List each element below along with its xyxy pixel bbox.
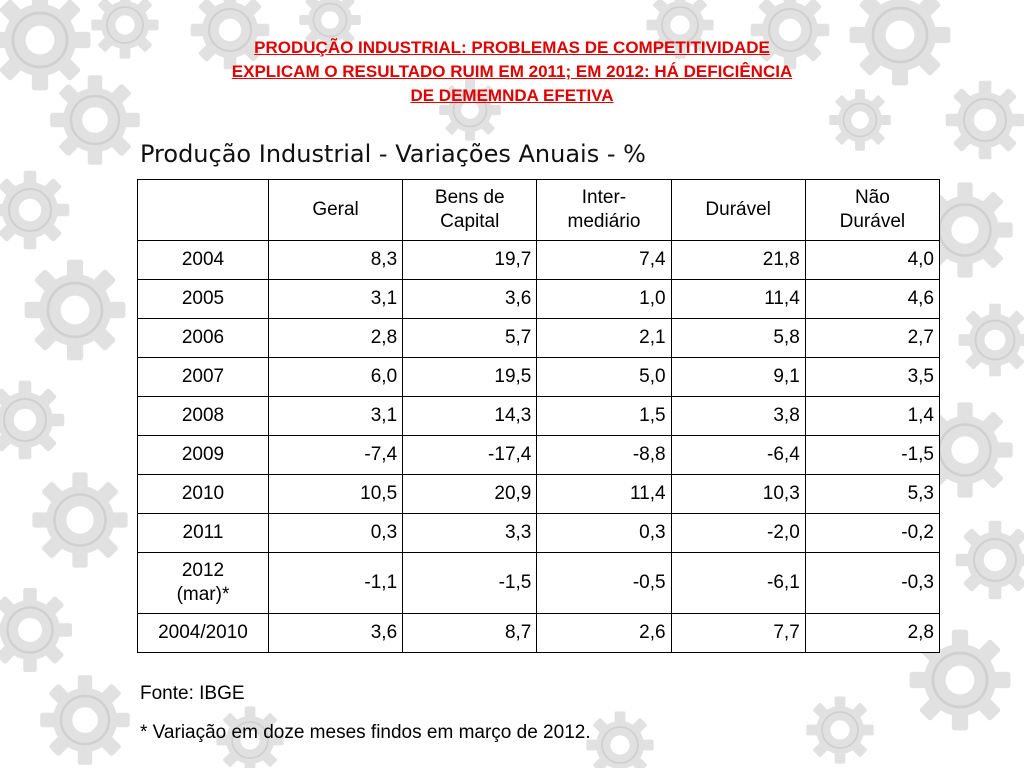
row-year: 2006: [137, 318, 269, 358]
row-year: 2008: [137, 396, 269, 436]
cell-geral: 2,8: [267, 318, 404, 358]
cell-duravel: -6,1: [670, 552, 806, 614]
table-row: 2011 0,3 3,3 0,3 -2,0 -0,2: [137, 513, 941, 553]
cell-geral: -7,4: [267, 435, 404, 475]
source-note: Fonte: IBGE: [140, 683, 245, 704]
cell-nao-duravel: 5,3: [804, 474, 941, 514]
table-row: 2010 10,5 20,9 11,4 10,3 5,3: [137, 474, 941, 514]
footnote: * Variação em doze meses findos em março…: [140, 722, 591, 743]
row-year: 2005: [137, 279, 269, 319]
cell-intermediario: -8,8: [536, 435, 672, 475]
cell-duravel: 11,4: [670, 279, 806, 319]
cell-nao-duravel: 4,0: [804, 240, 941, 280]
cell-geral: 10,5: [267, 474, 404, 514]
header-intermediario: Inter-mediário: [536, 179, 672, 241]
table-title: Produção Industrial - Variações Anuais -…: [140, 140, 646, 168]
row-year: 2004: [137, 240, 269, 280]
cell-intermediario: -0,5: [536, 552, 672, 614]
cell-nao-duravel: -0,2: [804, 513, 941, 553]
cell-duravel: 9,1: [670, 357, 806, 397]
cell-intermediario: 2,1: [536, 318, 672, 358]
cell-nao-duravel: -0,3: [804, 552, 941, 614]
cell-intermediario: 1,0: [536, 279, 672, 319]
industrial-production-table: Geral Bens de Capital Inter-mediário Durá…: [137, 179, 941, 653]
table-row: 2004/2010 3,6 8,7 2,6 7,7 2,8: [137, 613, 941, 653]
table-row: 2007 6,0 19,5 5,0 9,1 3,5: [137, 357, 941, 397]
cell-duravel: 21,8: [670, 240, 806, 280]
table-row: 2005 3,1 3,6 1,0 11,4 4,6: [137, 279, 941, 319]
table-row: 2006 2,8 5,7 2,1 5,8 2,7: [137, 318, 941, 358]
cell-nao-duravel: 2,8: [804, 613, 941, 653]
cell-intermediario: 0,3: [536, 513, 672, 553]
cell-intermediario: 1,5: [536, 396, 672, 436]
cell-bens-de-capital: 14,3: [402, 396, 538, 436]
cell-duravel: 7,7: [670, 613, 806, 653]
headline-line-3: DE DEMEMNDA EFETIVA: [410, 86, 614, 105]
cell-bens-de-capital: -1,5: [402, 552, 538, 614]
headline: PRODUÇÃO INDUSTRIAL: PROBLEMAS DE COMPET…: [110, 36, 914, 108]
table-row: 2008 3,1 14,3 1,5 3,8 1,4: [137, 396, 941, 436]
header-geral: Geral: [267, 179, 404, 241]
row-year: 2009: [137, 435, 269, 475]
header-nao-duravel: Não Durável: [804, 179, 941, 241]
cell-bens-de-capital: -17,4: [402, 435, 538, 475]
row-year: 2011: [137, 513, 269, 553]
cell-bens-de-capital: 3,3: [402, 513, 538, 553]
cell-bens-de-capital: 19,5: [402, 357, 538, 397]
table-row: 2004 8,3 19,7 7,4 21,8 4,0: [137, 240, 941, 280]
cell-nao-duravel: -1,5: [804, 435, 941, 475]
cell-intermediario: 11,4: [536, 474, 672, 514]
cell-nao-duravel: 4,6: [804, 279, 941, 319]
headline-line-2: EXPLICAM O RESULTADO RUIM EM 2011; EM 20…: [231, 62, 793, 81]
header-blank: [137, 179, 269, 241]
cell-intermediario: 7,4: [536, 240, 672, 280]
cell-intermediario: 5,0: [536, 357, 672, 397]
cell-duravel: 3,8: [670, 396, 806, 436]
cell-geral: -1,1: [267, 552, 404, 614]
header-duravel: Durável: [670, 179, 806, 241]
cell-intermediario: 2,6: [536, 613, 672, 653]
header-bens-de-capital: Bens de Capital: [402, 179, 538, 241]
headline-line-1: PRODUÇÃO INDUSTRIAL: PROBLEMAS DE COMPET…: [254, 38, 770, 57]
cell-nao-duravel: 2,7: [804, 318, 941, 358]
cell-nao-duravel: 3,5: [804, 357, 941, 397]
table-row: 2009 -7,4 -17,4 -8,8 -6,4 -1,5: [137, 435, 941, 475]
cell-geral: 3,6: [267, 613, 404, 653]
cell-bens-de-capital: 3,6: [402, 279, 538, 319]
row-year: 2012 (mar)*: [137, 552, 269, 614]
cell-geral: 3,1: [267, 396, 404, 436]
cell-nao-duravel: 1,4: [804, 396, 941, 436]
cell-geral: 0,3: [267, 513, 404, 553]
table-header-row: Geral Bens de Capital Inter-mediário Durá…: [137, 179, 941, 241]
cell-bens-de-capital: 5,7: [402, 318, 538, 358]
row-year: 2007: [137, 357, 269, 397]
cell-bens-de-capital: 19,7: [402, 240, 538, 280]
cell-bens-de-capital: 20,9: [402, 474, 538, 514]
cell-geral: 3,1: [267, 279, 404, 319]
cell-duravel: -6,4: [670, 435, 806, 475]
cell-bens-de-capital: 8,7: [402, 613, 538, 653]
row-year: 2010: [137, 474, 269, 514]
cell-geral: 6,0: [267, 357, 404, 397]
cell-geral: 8,3: [267, 240, 404, 280]
cell-duravel: -2,0: [670, 513, 806, 553]
cell-duravel: 5,8: [670, 318, 806, 358]
table-row: 2012 (mar)* -1,1 -1,5 -0,5 -6,1 -0,3: [137, 552, 941, 614]
cell-duravel: 10,3: [670, 474, 806, 514]
row-year: 2004/2010: [137, 613, 269, 653]
